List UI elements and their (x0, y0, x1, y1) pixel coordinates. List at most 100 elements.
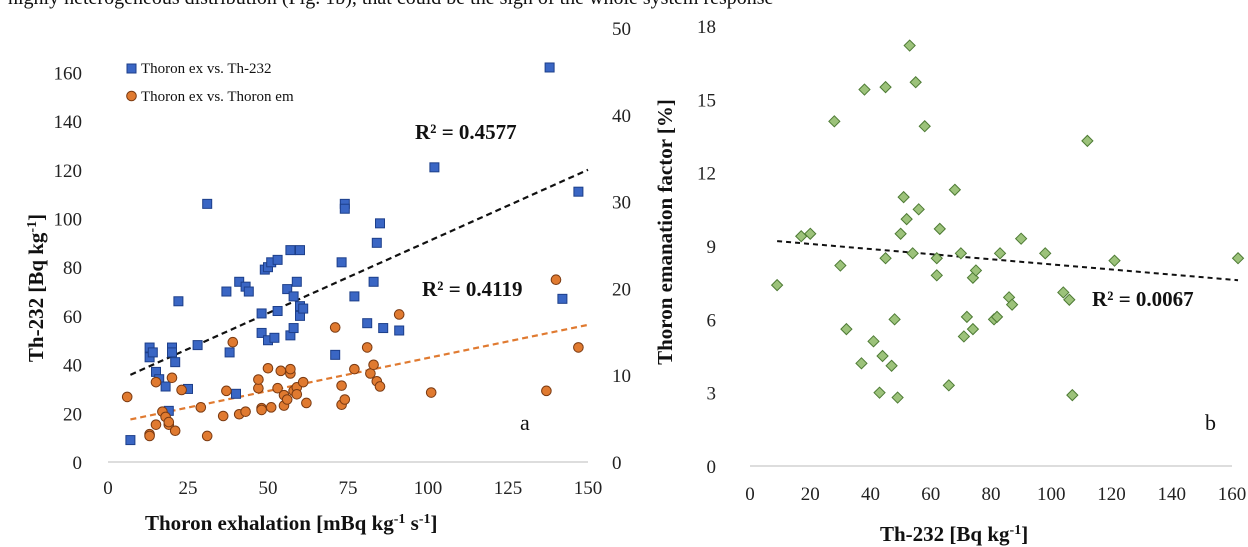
data-point-emanation (867, 335, 880, 348)
data-point-emanation (1005, 298, 1019, 311)
data-point-thoron-em (374, 381, 386, 392)
data-point-thoron-em (262, 362, 274, 374)
data-point-thoron-em (217, 410, 229, 422)
data-point-th232 (147, 347, 158, 358)
data-point-th232 (544, 62, 555, 73)
data-point-th232 (375, 218, 385, 229)
data-point-emanation (834, 259, 847, 272)
data-point-thoron-em (169, 425, 181, 437)
data-point-emanation (942, 379, 956, 392)
data-point-th232 (368, 276, 379, 287)
data-point-emanation (912, 203, 925, 216)
data-point-thoron-em (329, 322, 341, 333)
trendline-a-1 (129, 168, 589, 376)
y-tick-label-a: 20 (63, 404, 82, 425)
y2-tick-label-a: 0 (612, 453, 622, 474)
data-point-thoron-em (361, 342, 373, 353)
data-point-emanation (933, 222, 946, 236)
data-point-thoron-em (144, 430, 155, 442)
x-tick-label-b: 100 (1037, 484, 1066, 505)
data-point-th232 (336, 257, 347, 268)
data-point-thoron-em (291, 388, 303, 400)
data-point-emanation (879, 252, 892, 265)
x-tick-label-a: 25 (179, 478, 198, 499)
x-tick-label-b: 20 (801, 484, 820, 505)
data-point-emanation (1063, 293, 1076, 306)
data-point-thoron-em (221, 385, 232, 397)
x-tick-label-a: 150 (574, 478, 603, 499)
data-point-thoron-em (121, 391, 133, 403)
data-point-emanation (1057, 286, 1070, 299)
data-point-emanation (858, 83, 871, 96)
data-point-emanation (795, 230, 808, 243)
y-tick-label-a: 80 (63, 258, 82, 279)
data-point-thoron-em (253, 374, 264, 385)
data-point-thoron-em (256, 404, 267, 416)
y2-tick-label-a: 10 (612, 366, 631, 387)
y2-tick-label-a: 20 (612, 279, 631, 300)
data-point-th232 (349, 291, 360, 302)
data-point-emanation (1014, 232, 1028, 245)
data-point-thoron-em (365, 368, 376, 379)
figure-caption-line: highly heterogeneous distribution (Fig. … (0, 0, 1248, 18)
y-tick-label-b: 6 (707, 310, 717, 331)
data-point-thoron-em (201, 430, 213, 442)
data-point-emanation (840, 322, 853, 336)
data-point-emanation (804, 227, 817, 240)
x-tick-label-b: 60 (921, 484, 940, 505)
y2-tick-label-a: 50 (612, 19, 631, 40)
data-point-th232 (173, 296, 184, 307)
legend-entry-1: Thoron ex vs. Th-232 (141, 61, 272, 77)
data-point-thoron-em (275, 365, 287, 377)
data-point-thoron-em (573, 342, 584, 353)
data-point-emanation (828, 115, 841, 128)
data-point-th232 (202, 198, 213, 209)
data-point-th232 (378, 323, 389, 334)
data-point-emanation (948, 183, 962, 196)
data-point-thoron-em (195, 402, 207, 413)
data-point-th232 (272, 254, 283, 265)
y-tick-label-a: 160 (54, 63, 83, 84)
data-point-emanation (879, 80, 892, 94)
y-tick-label-a: 140 (54, 112, 83, 133)
legend-entry-2: Thoron ex vs. Thoron em (141, 89, 294, 105)
data-point-emanation (960, 310, 974, 324)
y-tick-label-a: 100 (54, 209, 83, 230)
data-point-th232 (339, 203, 350, 214)
data-point-emanation (909, 76, 922, 89)
data-point-th232 (167, 347, 177, 358)
panel-label-a: a (520, 410, 530, 435)
data-point-thoron-em (349, 363, 360, 375)
r2-label-b: R² = 0.0067 (1092, 287, 1194, 311)
data-point-th232 (362, 318, 373, 329)
trendline-b (777, 240, 1239, 282)
data-point-emanation (900, 212, 913, 226)
data-point-th232 (295, 245, 305, 256)
panel-label-b: b (1205, 410, 1216, 435)
data-point-emanation (957, 330, 971, 343)
data-point-th232 (371, 237, 382, 248)
data-point-emanation (894, 227, 907, 240)
data-point-th232 (429, 162, 440, 173)
x-axis-label-b: Th-232 [Bq kg-1] (880, 522, 1028, 546)
x-tick-label-b: 80 (982, 484, 1001, 505)
x-tick-label-b: 40 (861, 484, 880, 505)
legend-marker-circle (126, 90, 137, 102)
data-point-emanation (903, 39, 916, 52)
r2-label-a-1: R² = 0.4577 (415, 120, 517, 144)
y-tick-label-a: 40 (63, 356, 82, 377)
data-point-thoron-em (425, 387, 437, 398)
data-point-emanation (891, 391, 904, 404)
data-point-emanation (990, 310, 1004, 324)
x-tick-label-b: 120 (1097, 484, 1126, 505)
data-point-th232 (272, 306, 283, 317)
y-tick-label-b: 0 (707, 457, 717, 478)
data-point-thoron-em (301, 397, 312, 409)
data-point-emanation (888, 313, 901, 326)
x-tick-label-b: 0 (745, 484, 755, 505)
y-axis-label-a: Th-232 [Bq kg-1] (24, 214, 48, 362)
data-point-emanation (770, 278, 784, 292)
data-point-emanation (1231, 252, 1245, 265)
data-point-th232 (256, 327, 267, 338)
